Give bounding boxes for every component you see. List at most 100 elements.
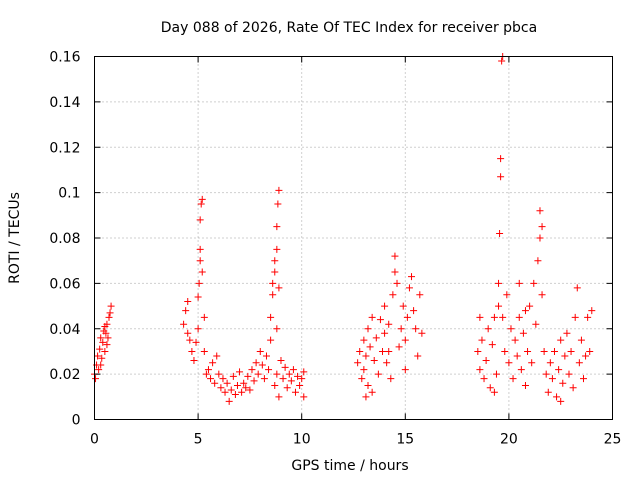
- data-point: [271, 268, 279, 276]
- data-point: [588, 307, 596, 315]
- data-point: [215, 370, 223, 378]
- data-point: [372, 334, 380, 342]
- data-point: [496, 229, 504, 237]
- x-tick-label: 25: [604, 432, 622, 448]
- data-point: [498, 57, 506, 65]
- data-point: [490, 313, 498, 321]
- data-point: [274, 200, 282, 208]
- data-point: [358, 375, 366, 383]
- data-point: [408, 273, 416, 281]
- data-point: [275, 284, 283, 292]
- data-point: [546, 359, 554, 367]
- axis-ticks: [94, 56, 613, 420]
- data-point: [195, 279, 203, 287]
- data-point: [360, 336, 368, 344]
- data-point: [515, 313, 523, 321]
- data-point: [495, 279, 503, 287]
- x-tick-labels: 0 5 10 15 20 25: [90, 432, 621, 448]
- y-tick-labels: 0 0.02 0.04 0.06 0.08 0.1 0.12 0.14 0.16: [49, 50, 80, 429]
- x-tick-label: 15: [396, 432, 414, 448]
- data-point: [244, 372, 252, 380]
- data-point: [536, 207, 544, 215]
- data-point: [231, 391, 239, 399]
- data-point: [105, 313, 113, 321]
- data-point: [399, 302, 407, 310]
- x-tick-label: 5: [194, 432, 203, 448]
- y-axis-label: ROTI / TECUs: [7, 192, 23, 284]
- data-point: [548, 375, 556, 383]
- data-point: [553, 393, 561, 401]
- data-point: [196, 257, 204, 265]
- data-point: [250, 377, 258, 385]
- data-point: [271, 257, 279, 265]
- data-point: [540, 347, 548, 355]
- data-point: [97, 334, 105, 342]
- data-point: [211, 379, 219, 387]
- data-point: [405, 284, 413, 292]
- data-point: [360, 366, 368, 374]
- data-point: [196, 245, 204, 253]
- data-point: [184, 298, 192, 306]
- data-point: [555, 366, 563, 374]
- data-point: [186, 336, 194, 344]
- data-point: [242, 384, 250, 392]
- data-point: [229, 372, 237, 380]
- data-point: [99, 338, 107, 346]
- data-point: [544, 388, 552, 396]
- data-point: [285, 370, 293, 378]
- data-point: [519, 329, 527, 337]
- data-point: [296, 381, 304, 389]
- data-point: [524, 347, 532, 355]
- data-point: [474, 347, 482, 355]
- data-point: [517, 366, 525, 374]
- gridlines: [94, 56, 613, 420]
- data-point: [101, 322, 109, 330]
- data-point: [225, 397, 233, 405]
- data-point: [418, 329, 426, 337]
- data-point: [575, 359, 583, 367]
- chart-title: Day 088 of 2026, Rate Of TEC Index for r…: [161, 20, 537, 36]
- data-point: [391, 252, 399, 260]
- data-point: [217, 384, 225, 392]
- data-point: [497, 155, 505, 163]
- data-point: [221, 388, 229, 396]
- data-point: [507, 325, 515, 333]
- data-point: [107, 302, 115, 310]
- data-point: [364, 325, 372, 333]
- data-point: [219, 375, 227, 383]
- data-point: [484, 325, 492, 333]
- data-point: [356, 347, 364, 355]
- data-point: [530, 279, 538, 287]
- data-point: [586, 347, 594, 355]
- data-point: [213, 352, 221, 360]
- data-point: [497, 173, 505, 181]
- data-point: [414, 352, 422, 360]
- y-tick-label: 0.16: [49, 50, 80, 66]
- data-point: [374, 370, 382, 378]
- data-point: [198, 268, 206, 276]
- y-tick-label: 0.04: [49, 322, 80, 338]
- data-point: [385, 320, 393, 328]
- data-point: [103, 341, 111, 349]
- y-tick-label: 0.1: [58, 186, 80, 202]
- data-point: [538, 223, 546, 231]
- data-point: [397, 325, 405, 333]
- data-point: [495, 302, 503, 310]
- data-point: [509, 375, 517, 383]
- data-point: [559, 379, 567, 387]
- data-point: [209, 359, 217, 367]
- data-point: [393, 279, 401, 287]
- data-point: [476, 313, 484, 321]
- data-point: [300, 368, 308, 376]
- data-point: [94, 352, 102, 360]
- data-point: [227, 386, 235, 394]
- data-point: [401, 336, 409, 344]
- data-point: [92, 375, 100, 383]
- data-point: [271, 381, 279, 389]
- data-point: [528, 359, 536, 367]
- data-point: [416, 291, 424, 299]
- data-point: [395, 343, 403, 351]
- data-point: [391, 268, 399, 276]
- data-point: [366, 343, 374, 351]
